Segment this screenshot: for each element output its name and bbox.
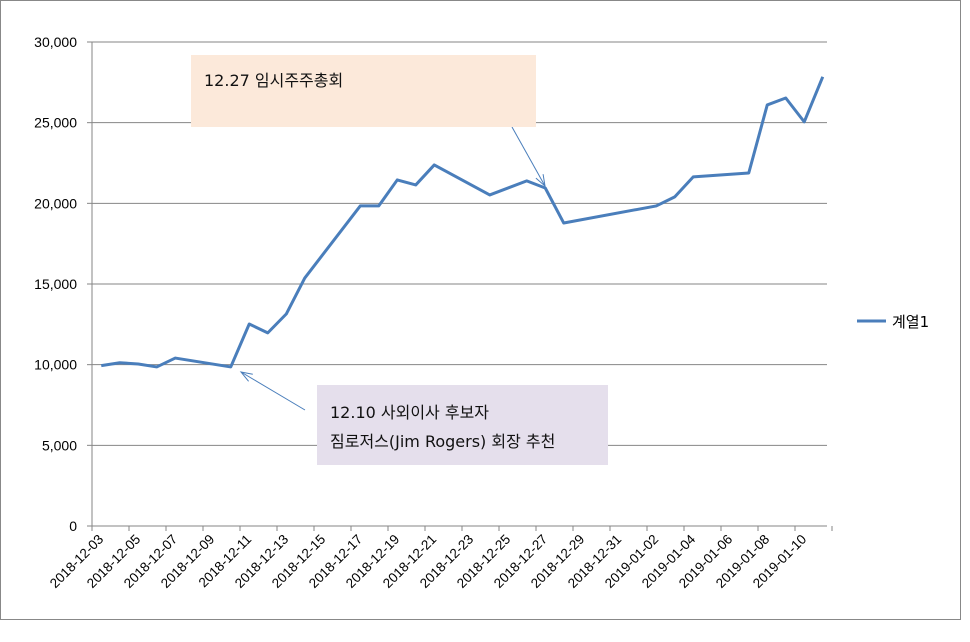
annotation-arrow xyxy=(511,126,546,187)
annotation-director-nominee: 12.10 사외이사 후보자 짐로저스(Jim Rogers) 회장 추천 xyxy=(317,385,608,465)
y-tick-label: 0 xyxy=(69,518,77,534)
chart-frame xyxy=(0,0,961,620)
y-tick-label: 20,000 xyxy=(34,195,77,211)
annotation-line-1: 12.10 사외이사 후보자 xyxy=(330,403,490,422)
annotation-shareholders-meeting: 12.27 임시주주총회 xyxy=(191,55,536,127)
y-tick-label: 30,000 xyxy=(34,34,77,50)
annotation-arrow xyxy=(240,371,306,411)
y-tick-label: 15,000 xyxy=(34,276,77,292)
y-tick-label: 5,000 xyxy=(42,437,77,453)
annotation-text: 12.27 임시주주총회 xyxy=(204,71,344,90)
y-tick-label: 10,000 xyxy=(34,357,77,373)
annotation-arrow-head xyxy=(239,371,253,382)
annotation-line-2: 짐로저스(Jim Rogers) 회장 추천 xyxy=(330,432,556,451)
annotation-arrow-head xyxy=(535,174,546,188)
y-tick-label: 25,000 xyxy=(34,115,77,131)
legend-label: 계열1 xyxy=(892,313,929,331)
